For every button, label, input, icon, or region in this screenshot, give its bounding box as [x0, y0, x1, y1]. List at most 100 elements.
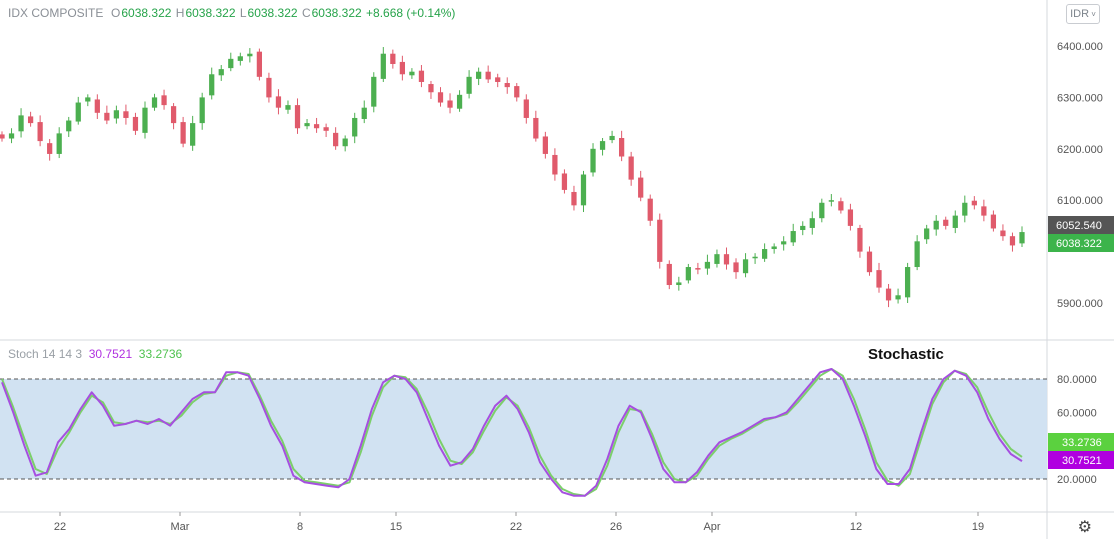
candle-body	[599, 141, 606, 150]
candle	[771, 243, 777, 254]
candle	[361, 100, 367, 124]
candle	[847, 203, 854, 231]
candle-body	[866, 251, 873, 273]
stochastic-annotation: Stochastic	[868, 346, 944, 363]
candle	[981, 199, 987, 222]
stoch-name: Stoch 14 14 3	[8, 347, 83, 361]
candle-body	[647, 198, 653, 221]
candle	[819, 198, 825, 223]
stoch-d-badge-label: 33.2736	[1062, 437, 1102, 449]
candle	[399, 55, 405, 81]
candle	[800, 221, 806, 236]
candle-body	[47, 143, 53, 154]
candle	[132, 112, 139, 135]
candle-body	[437, 92, 444, 103]
candle-body	[657, 219, 663, 262]
candle-body	[447, 100, 453, 108]
candle-body	[104, 112, 110, 121]
candle-body	[485, 71, 491, 80]
candle	[647, 194, 653, 226]
candle-body	[294, 105, 301, 129]
candle	[1000, 224, 1006, 241]
candle	[542, 131, 548, 159]
candle-body	[304, 123, 310, 127]
candle-body	[895, 295, 901, 300]
candle	[866, 246, 873, 276]
x-tick-label: Apr	[703, 521, 720, 533]
candle	[228, 52, 234, 72]
candle	[209, 67, 215, 100]
candle-body	[695, 268, 701, 270]
candle	[380, 47, 386, 82]
candle	[885, 283, 892, 308]
candle-body	[628, 156, 634, 180]
candle-body	[571, 191, 577, 206]
candle-body	[638, 177, 644, 198]
stoch-k-badge	[1048, 451, 1114, 469]
candle-body	[819, 202, 825, 219]
candle-body	[752, 256, 758, 259]
candle	[580, 170, 587, 213]
candle	[952, 210, 958, 234]
candle	[742, 253, 749, 278]
candle-body	[609, 135, 615, 141]
currency-dropdown[interactable]: IDR ˅	[1066, 4, 1100, 24]
stoch-tick-label: 60.0000	[1057, 407, 1097, 419]
candle-body	[523, 99, 529, 118]
stoch-d-value: 33.2736	[138, 347, 183, 361]
candle	[495, 73, 501, 88]
x-tick-label: 8	[297, 521, 303, 533]
candle	[857, 224, 863, 258]
candle	[437, 87, 444, 107]
candle-body	[495, 77, 501, 82]
candle	[247, 48, 253, 63]
candle	[561, 169, 568, 194]
candle-body	[771, 246, 777, 250]
candle-body	[723, 254, 730, 265]
close-label: C	[301, 6, 311, 20]
candle	[371, 72, 377, 113]
candle-body	[209, 74, 215, 96]
candle-body	[409, 71, 415, 76]
candle	[237, 52, 243, 66]
candle-body	[981, 206, 987, 216]
candle	[256, 48, 263, 81]
candle	[628, 151, 634, 186]
candle-body	[666, 263, 672, 286]
candle-body	[428, 84, 434, 93]
candle-body	[170, 106, 177, 124]
price-tick-label: 6200.000	[1057, 144, 1103, 156]
candle-body	[180, 122, 186, 144]
candle	[619, 130, 625, 162]
candle	[56, 127, 62, 159]
candle-body	[619, 138, 625, 157]
price-badge	[1048, 234, 1114, 252]
stoch-tick-label: 80.0000	[1057, 374, 1097, 386]
candle-body	[876, 270, 882, 288]
candle	[552, 148, 558, 181]
candle-body	[742, 259, 749, 274]
gear-icon[interactable]: ⚙	[1077, 519, 1092, 536]
candle	[218, 65, 224, 81]
high-label: H	[175, 6, 185, 20]
candle	[714, 249, 720, 268]
candle-body	[933, 220, 939, 230]
candle-body	[8, 133, 15, 139]
price-legend: IDX COMPOSITE O6038.322 H6038.322 L6038.…	[8, 6, 456, 20]
candle-body	[361, 107, 367, 119]
x-tick-label: 15	[390, 521, 402, 533]
candle	[447, 93, 453, 114]
candle	[342, 135, 348, 152]
candle	[504, 77, 510, 94]
candle	[733, 258, 739, 279]
candle	[990, 210, 997, 232]
candle	[1019, 226, 1025, 247]
candle-body	[27, 116, 34, 124]
candle	[666, 260, 672, 290]
candle-body	[237, 56, 243, 61]
candle	[456, 90, 463, 112]
candle	[676, 276, 682, 291]
candle-body	[847, 209, 854, 226]
candle	[657, 213, 663, 269]
